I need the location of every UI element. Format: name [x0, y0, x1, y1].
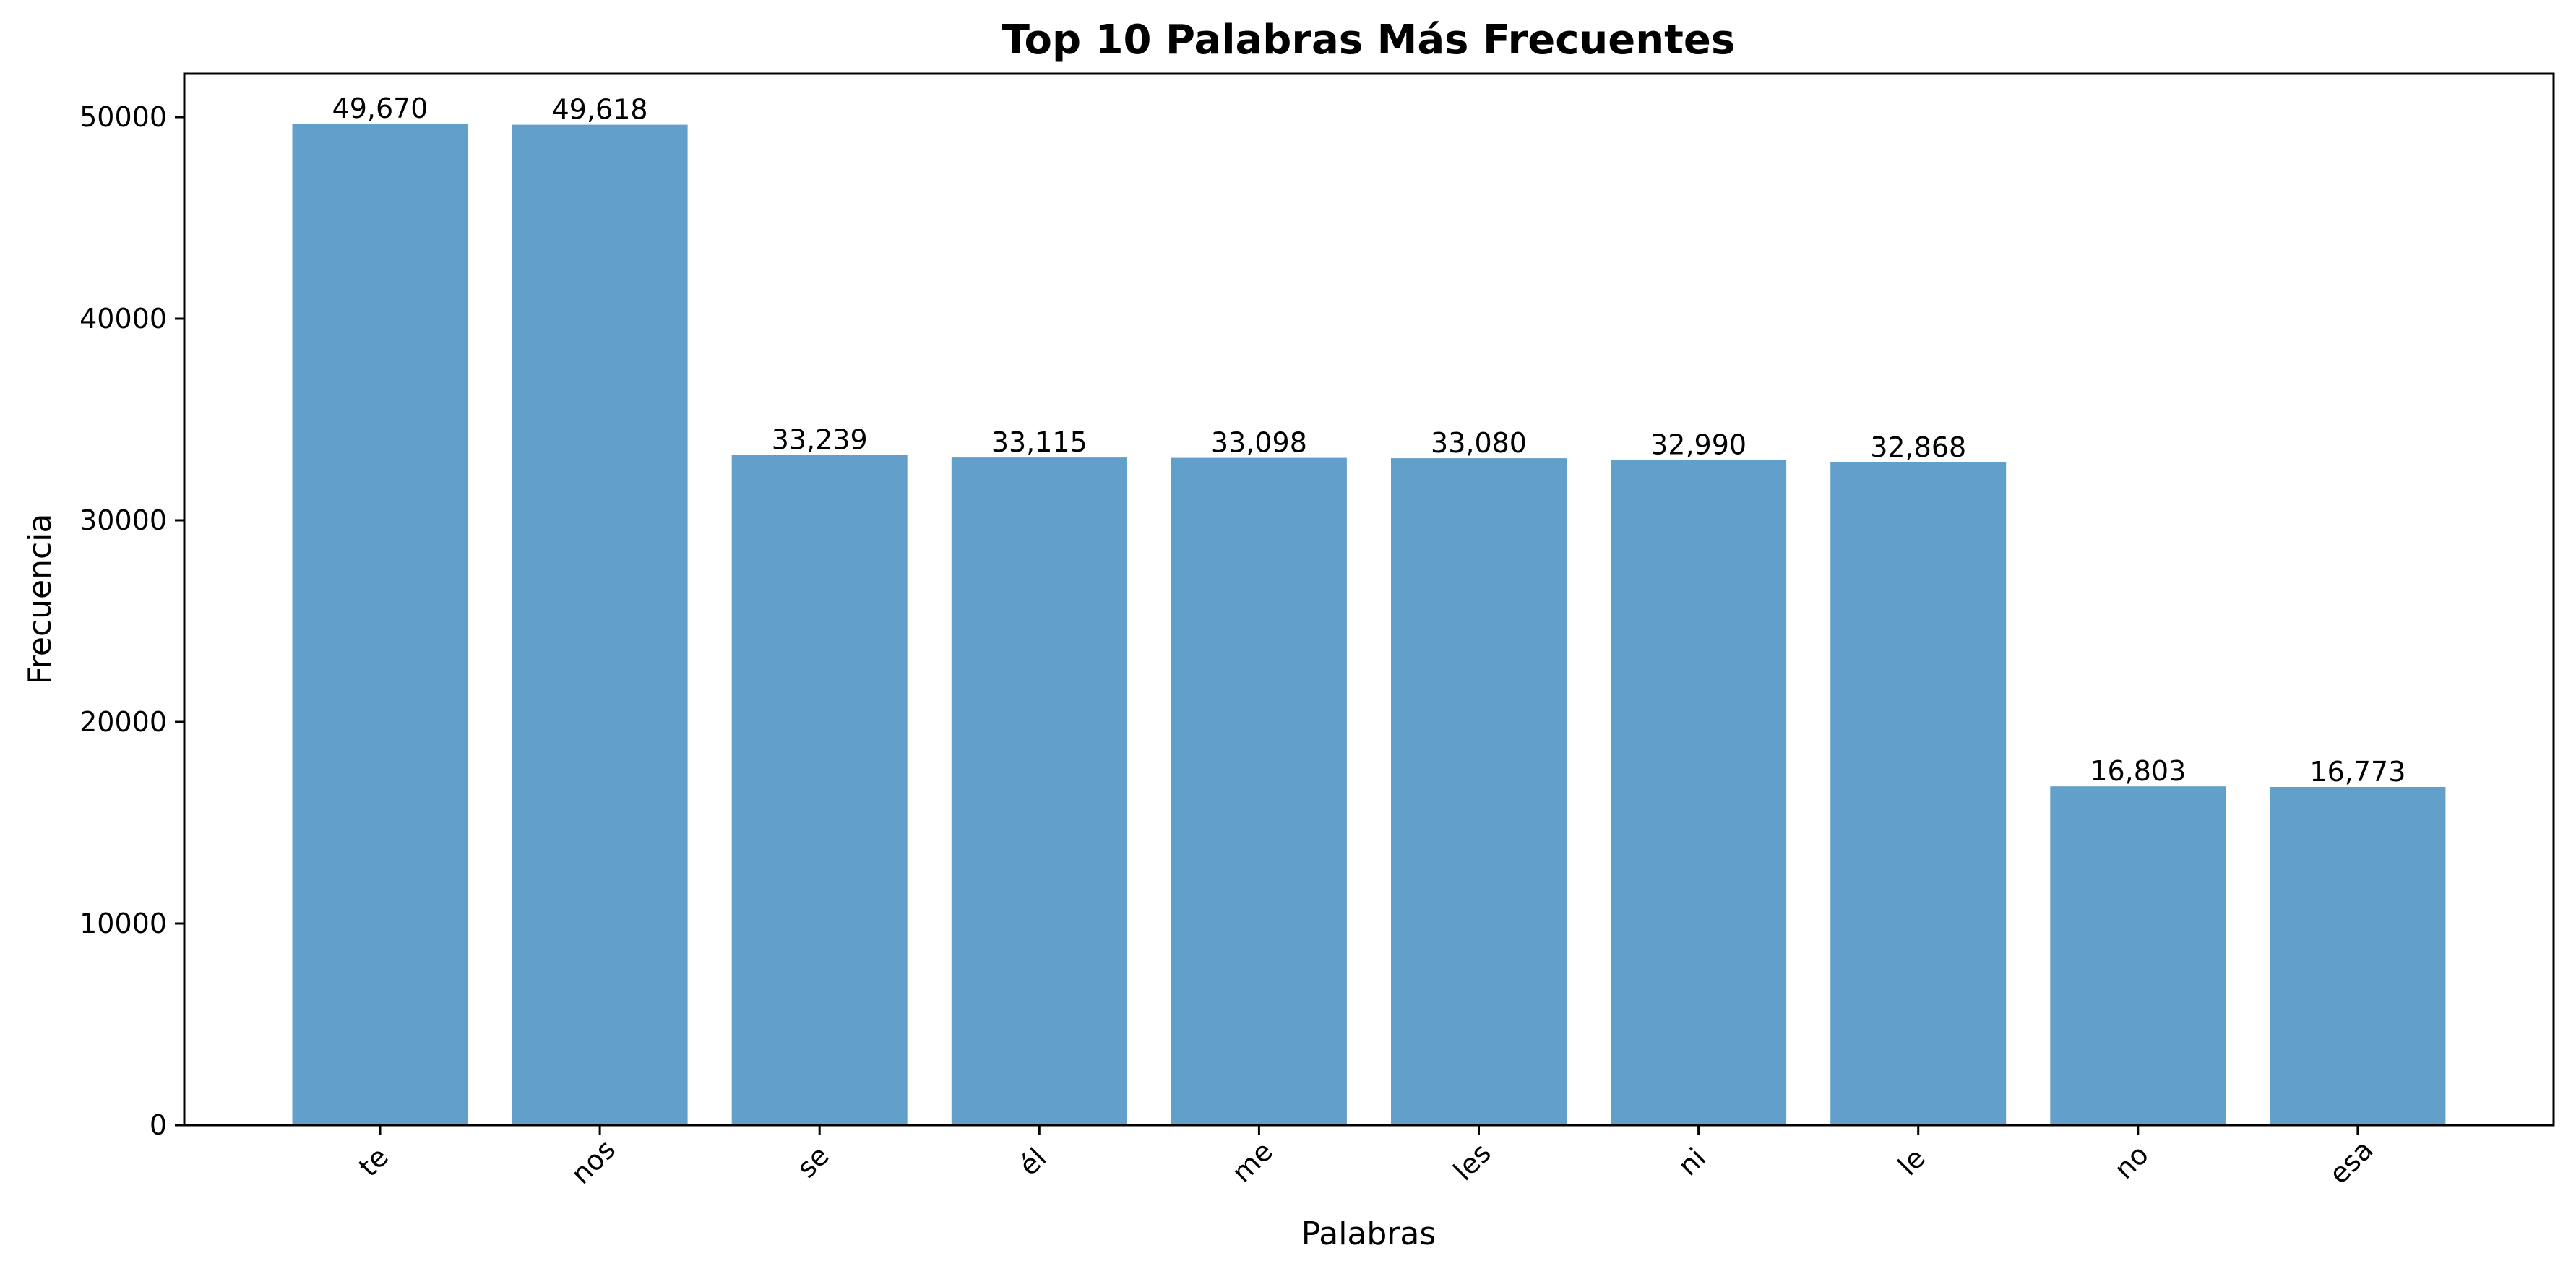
x-tick-label: le [1892, 1142, 1931, 1182]
x-axis: te nos se él me les ni le no esa [353, 1125, 2379, 1190]
y-tick-label: 50000 [79, 101, 167, 133]
bar-te [292, 124, 468, 1126]
bar-value-label: 32,868 [1870, 431, 1966, 463]
x-tick-label: él [1013, 1142, 1053, 1182]
bar-value-label: 16,803 [2090, 755, 2186, 787]
bar-se [731, 455, 908, 1125]
bar-le [1830, 462, 2007, 1125]
y-tick-label: 40000 [79, 303, 167, 335]
x-tick-label: te [353, 1141, 395, 1183]
bar-les [1391, 458, 1567, 1125]
x-tick-label: se [791, 1140, 835, 1184]
bar-no [2050, 786, 2226, 1125]
bar-nos [512, 124, 688, 1126]
y-tick-label: 20000 [79, 706, 167, 738]
x-tick-label: nos [565, 1134, 622, 1191]
chart-title: Top 10 Palabras Más Frecuentes [1002, 17, 1735, 64]
y-tick-label: 10000 [79, 908, 167, 939]
x-tick-label: ni [1672, 1142, 1713, 1182]
y-tick-label: 30000 [79, 504, 167, 536]
x-tick-label: me [1225, 1135, 1279, 1189]
bar-value-label: 33,080 [1431, 427, 1527, 459]
bar-value-label: 49,670 [332, 92, 428, 124]
x-tick-label: no [2108, 1139, 2155, 1186]
bar-esa [2270, 787, 2446, 1125]
bar-value-label: 33,098 [1211, 427, 1307, 459]
bars [292, 124, 2446, 1126]
bar-value-label: 33,115 [991, 426, 1087, 458]
plot-frame [183, 72, 2555, 1127]
bar-value-label: 16,773 [2309, 756, 2405, 788]
bar-value-label: 32,990 [1650, 429, 1746, 461]
bar-él [951, 457, 1127, 1125]
y-tick-label: 0 [150, 1109, 167, 1141]
x-axis-label: Palabras [1301, 1215, 1436, 1252]
y-axis: 0 10000 20000 30000 40000 50000 [79, 101, 184, 1141]
bar-ni [1611, 460, 1787, 1125]
bar-me [1171, 457, 1347, 1125]
bar-value-labels: 49,670 49,618 33,239 33,115 33,098 33,080 32,9… [332, 92, 2406, 788]
bar-value-label: 49,618 [552, 94, 648, 126]
y-axis-label: Frecuencia [22, 514, 59, 685]
bar-value-label: 33,239 [772, 424, 868, 456]
x-tick-label: esa [2323, 1134, 2379, 1190]
x-tick-label: les [1447, 1137, 1497, 1187]
